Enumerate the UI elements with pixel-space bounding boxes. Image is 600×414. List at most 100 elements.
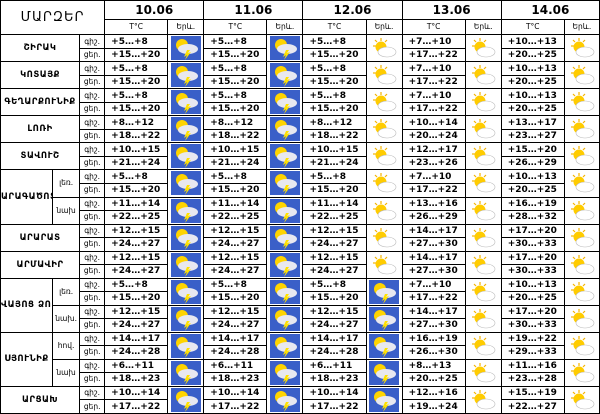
temp-cell: +28…+32 xyxy=(500,210,565,225)
temp-cell: +5…+8 xyxy=(203,169,268,184)
partly-cloudy-icon xyxy=(570,119,595,139)
weather-icon xyxy=(266,304,304,333)
storm-icon xyxy=(269,252,300,277)
temp-cell: +22…+25 xyxy=(203,210,268,225)
partly-cloudy-icon xyxy=(570,146,595,166)
temp-cell: +26…+29 xyxy=(401,210,466,225)
temp-cell: +5…+8 xyxy=(104,277,169,293)
time-label: ցեր. xyxy=(79,128,106,144)
temp-cell: +5…+8 xyxy=(203,277,268,293)
partly-cloudy-icon xyxy=(472,173,496,193)
weather-icon xyxy=(365,331,403,360)
weather-icon xyxy=(365,34,403,63)
weather-icon xyxy=(167,196,205,225)
weather-icon xyxy=(167,34,205,63)
partly-cloudy-icon xyxy=(373,92,397,112)
temp-cell: +15…+20 xyxy=(500,142,565,157)
sub-region: նախ xyxy=(52,358,81,387)
temp-cell: +27…+30 xyxy=(401,264,466,279)
time-label: ցեր. xyxy=(79,183,106,198)
temp-cell: +20…+24 xyxy=(401,128,466,144)
sub-region: նախ. xyxy=(52,304,81,333)
data-row: ՎԱՅՈՑ ՁՈՐ լեռ. գիշ. +5…+8 +5…+8 +5…+8 +7…+10 +1… xyxy=(0,277,600,333)
temp-cell: +24…+27 xyxy=(203,264,268,279)
weather-icon xyxy=(365,169,403,198)
storm-icon xyxy=(170,198,201,223)
temp-cell: +15…+20 xyxy=(203,74,268,90)
temp-cell: +7…+10 xyxy=(401,34,466,49)
time-label: ցեր. xyxy=(79,237,106,252)
temp-cell: +10…+13 xyxy=(500,169,565,184)
temp-cell: +14…+17 xyxy=(401,304,466,320)
temp-cell: +15…+20 xyxy=(104,291,169,306)
weather-icon xyxy=(365,304,403,333)
temp-cell: +17…+22 xyxy=(302,399,367,414)
weather-icon xyxy=(266,331,304,360)
temp-cell: +10…+13 xyxy=(500,88,565,103)
partly-cloudy-icon xyxy=(472,119,496,139)
temp-cell: +10…+15 xyxy=(104,142,169,157)
weather-icon xyxy=(167,169,205,198)
temp-cell: +11…+14 xyxy=(203,196,268,211)
temp-cell: +16…+19 xyxy=(401,331,466,347)
temp-cell: +15…+20 xyxy=(104,183,169,198)
temp-cell: +20…+25 xyxy=(500,74,565,90)
partly-cloudy-icon xyxy=(373,119,397,139)
storm-icon xyxy=(269,90,300,115)
temp-cell: +5…+8 xyxy=(104,61,169,76)
temp-header: T°C xyxy=(302,18,367,36)
partly-cloudy-icon xyxy=(570,281,595,301)
region-name: ԿՈՏԱՅՔ xyxy=(0,61,81,90)
temp-cell: +5…+8 xyxy=(104,88,169,103)
weather-icon xyxy=(365,385,403,414)
temp-cell: +5…+8 xyxy=(302,34,367,49)
temp-cell: +16…+19 xyxy=(500,196,565,211)
temp-cell: +24…+27 xyxy=(104,318,169,333)
data-row: ցեր. +15…+20 +15…+20 +15…+20 +17…+22 +20…+25 xyxy=(1,101,600,117)
temp-cell: +5…+8 xyxy=(302,277,367,293)
temp-cell: +15…+20 xyxy=(104,74,169,90)
time-label: գիշ. xyxy=(79,277,106,293)
data-row: ցեր. +24…+28 +24…+28 +24…+28 +26…+30 +29…+33 xyxy=(1,345,600,360)
temp-cell: +24…+27 xyxy=(203,318,268,333)
temp-cell: +8…+12 xyxy=(104,115,169,130)
data-row: ցեր. +24…+27 +24…+27 +24…+27 +27…+30 +30…+33 xyxy=(1,264,600,279)
temp-cell: +18…+22 xyxy=(302,128,367,144)
sub-region: լեռ. xyxy=(52,277,81,306)
time-label: ցեր. xyxy=(79,101,106,117)
data-row: ցեր. +24…+27 +24…+27 +24…+27 +27…+30 +30…+33 xyxy=(1,237,600,252)
temp-cell: +19…+24 xyxy=(401,399,466,414)
time-label: գիշ. xyxy=(79,169,106,184)
city-header: Երև. xyxy=(365,18,403,36)
partly-cloudy-icon xyxy=(373,65,397,85)
temp-header: T°C xyxy=(104,18,169,36)
temp-cell: +27…+30 xyxy=(401,318,466,333)
temp-cell: +24…+27 xyxy=(104,264,169,279)
weather-icon xyxy=(167,250,205,279)
temp-cell: +12…+15 xyxy=(104,223,169,239)
weather-icon xyxy=(266,142,304,171)
partly-cloudy-icon xyxy=(570,335,595,355)
weather-icon xyxy=(365,142,403,171)
temp-cell: +17…+22 xyxy=(401,47,466,63)
time-label: ցեր. xyxy=(79,155,106,171)
weather-icon xyxy=(266,169,304,198)
temp-cell: +8…+13 xyxy=(401,358,466,374)
temp-cell: +5…+8 xyxy=(104,34,169,49)
partly-cloudy-icon xyxy=(472,65,496,85)
temp-cell: +5…+8 xyxy=(302,61,367,76)
weather-icon xyxy=(365,277,403,306)
weather-icon xyxy=(563,34,600,63)
weather-icon xyxy=(563,169,600,198)
weather-icon xyxy=(563,196,600,225)
storm-icon xyxy=(170,225,201,250)
temp-cell: +6…+11 xyxy=(302,358,367,374)
temp-cell: +22…+25 xyxy=(104,210,169,225)
partly-cloudy-icon xyxy=(570,173,595,193)
sub-region: հով. xyxy=(52,331,81,360)
weather-icon xyxy=(563,331,600,360)
temp-cell: +29…+33 xyxy=(500,345,565,360)
temp-cell: +10…+13 xyxy=(500,277,565,293)
